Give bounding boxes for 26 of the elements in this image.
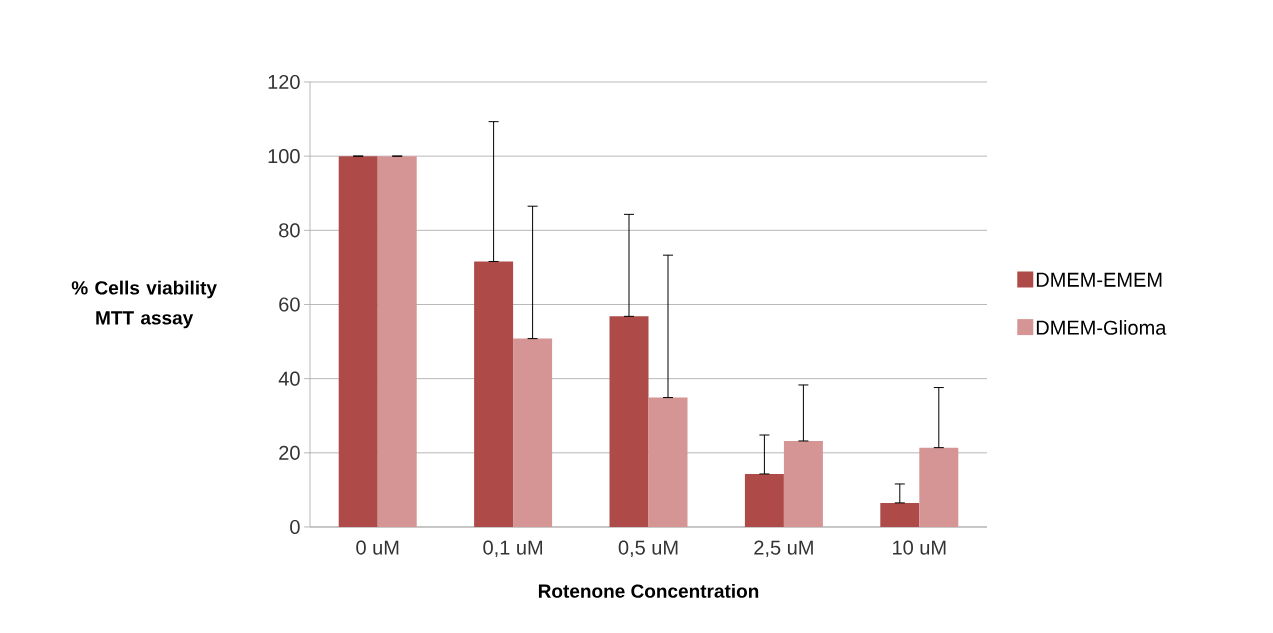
y-tick-label: 20 xyxy=(279,445,300,460)
bar xyxy=(648,397,688,527)
y-tick-label: 100 xyxy=(268,149,300,164)
bar xyxy=(609,316,649,527)
x-tick-label: 2,5 uM xyxy=(754,540,813,558)
bar xyxy=(880,502,920,527)
x-tick-label: 10 uM xyxy=(893,540,946,555)
bar xyxy=(744,473,784,527)
x-axis-title: Rotenone Concentration xyxy=(538,583,759,598)
bar xyxy=(474,261,514,527)
y-axis-title: % Cells viability MTT assay xyxy=(71,280,217,329)
y-tick-label: 120 xyxy=(268,74,300,90)
bar xyxy=(919,447,959,527)
x-tick-label: 0,1 uM xyxy=(483,540,543,558)
y-tick-label: 40 xyxy=(278,371,300,386)
x-tick-label: 0 uM xyxy=(356,540,399,555)
x-tick-label: 0,5 uM xyxy=(618,540,678,558)
y-tick-label: 60 xyxy=(279,297,300,312)
y-tick-label: 0 xyxy=(290,519,300,535)
bar xyxy=(338,156,378,527)
y-tick-label: 80 xyxy=(279,223,300,238)
legend-label: DMEM-EMEM xyxy=(1036,272,1162,287)
bar xyxy=(513,338,553,527)
legend-label: DMEM-Glioma xyxy=(1036,320,1167,335)
bar xyxy=(783,440,823,527)
bar xyxy=(377,156,417,527)
